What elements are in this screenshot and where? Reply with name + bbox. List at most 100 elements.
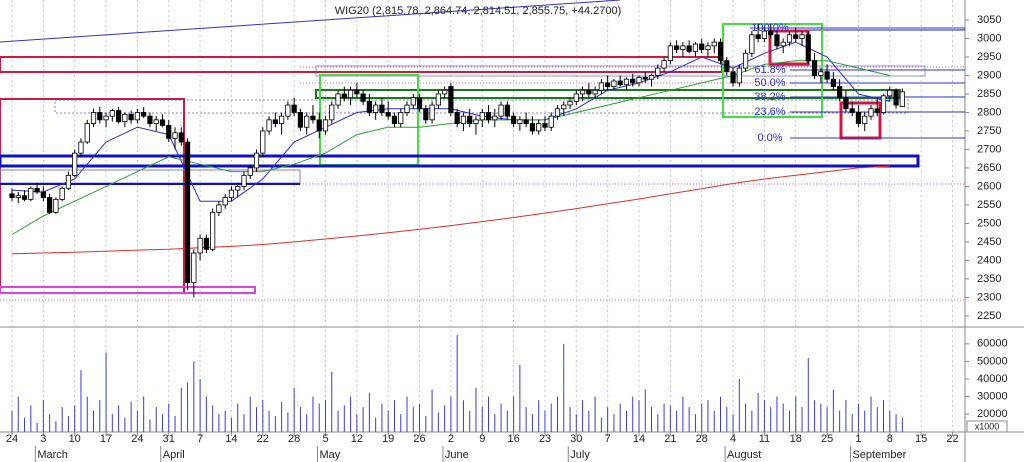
candle-body (680, 45, 686, 50)
trend-line (0, 0, 621, 43)
candle-body (47, 197, 53, 213)
candle-body (686, 45, 692, 52)
candle-body (617, 80, 623, 86)
x-tick-label: 10 (69, 433, 81, 445)
candle-body (874, 108, 880, 113)
month-label: May (320, 449, 341, 461)
candle-body (360, 93, 366, 102)
candle-body (153, 119, 159, 124)
candle-body (222, 197, 228, 206)
x-tick-label: 23 (539, 433, 551, 445)
candle-body (184, 141, 191, 284)
x-tick-label: 16 (507, 433, 519, 445)
x-tick-label: 22 (257, 433, 269, 445)
moving-average (11, 60, 890, 235)
candle-body (880, 95, 887, 113)
candle-body (172, 132, 178, 139)
x-tick-label: 31 (163, 433, 175, 445)
candle-body (53, 198, 59, 213)
candle-body (824, 71, 830, 80)
x-tick-label: 26 (413, 433, 425, 445)
candle-body (592, 89, 598, 95)
y-tick-label: 3050 (977, 14, 1001, 26)
x-tick-label: 14 (225, 433, 237, 445)
candle-body (473, 119, 479, 124)
x-tick-label: 14 (633, 433, 645, 445)
y-tick-label: 2650 (977, 162, 1001, 174)
candle-body (147, 115, 153, 124)
candle-body (674, 45, 680, 50)
candle-body (423, 108, 429, 121)
candle-body (21, 195, 28, 200)
x-tick-label: 17 (100, 433, 112, 445)
candle-body (34, 187, 40, 193)
x-tick-label: 21 (664, 433, 676, 445)
candle-body (579, 89, 586, 95)
month-label: July (570, 449, 590, 461)
candle-body (811, 60, 818, 76)
candle-body (868, 108, 874, 117)
volume-unit: x1000 (975, 421, 1000, 431)
candle-body (711, 41, 717, 47)
candle-body (279, 115, 285, 124)
candle-body (780, 41, 786, 47)
y-tick-label: 2850 (977, 88, 1001, 100)
candle-body (849, 108, 855, 113)
candle-body (216, 204, 222, 213)
candle-body (253, 152, 260, 169)
y-tick-label: 20000 (977, 408, 1008, 420)
x-tick-label: 18 (790, 433, 802, 445)
candle-body (235, 186, 241, 191)
y-tick-label: 50000 (977, 355, 1008, 367)
candle-body (586, 89, 592, 95)
candle-body (862, 115, 868, 124)
candle-body (843, 97, 849, 110)
candle-body (899, 91, 905, 108)
candle-body (749, 34, 755, 54)
x-tick-label: 28 (288, 433, 300, 445)
candle-body (567, 100, 573, 106)
x-tick-label: 22 (946, 433, 958, 445)
fib-label: 61.8% (754, 64, 785, 76)
candle-body (655, 67, 661, 76)
candle-body (611, 80, 617, 87)
fib-label: 50.0% (754, 77, 785, 89)
fib-label: 23.6% (754, 106, 785, 118)
candle-body (454, 112, 460, 124)
candle-body (65, 174, 72, 189)
candle-body (818, 71, 824, 76)
candle-body (786, 34, 793, 43)
y-tick-label: 2700 (977, 143, 1001, 155)
candle-body (203, 237, 209, 250)
candle-body (793, 34, 799, 39)
candle-body (260, 130, 266, 154)
candle-body (247, 167, 253, 176)
candle-body (605, 82, 611, 87)
x-tick-label: 30 (570, 433, 582, 445)
candle-body (742, 52, 749, 69)
candle-body (266, 119, 272, 132)
candle-body (542, 123, 548, 128)
candle-body (730, 71, 736, 84)
candle-body (166, 124, 172, 139)
candle-body (717, 41, 724, 62)
candle-body (755, 34, 761, 39)
candle-body (523, 119, 529, 124)
candle-body (642, 76, 648, 80)
candle-body (115, 110, 122, 123)
y-tick-label: 2350 (977, 273, 1001, 285)
candle-body (636, 76, 642, 84)
y-tick-label: 60000 (977, 338, 1008, 350)
fib-label: 0.0% (757, 132, 782, 144)
candle-body (893, 89, 899, 106)
x-tick-label: 7 (605, 433, 611, 445)
candle-body (272, 119, 278, 124)
x-tick-label: 25 (821, 433, 833, 445)
candle-body (774, 34, 780, 47)
candle-body (191, 252, 197, 284)
candle-body (28, 187, 34, 200)
candle-body (768, 30, 774, 36)
candle-body (529, 123, 536, 132)
fib-label: 38.2% (754, 91, 785, 103)
